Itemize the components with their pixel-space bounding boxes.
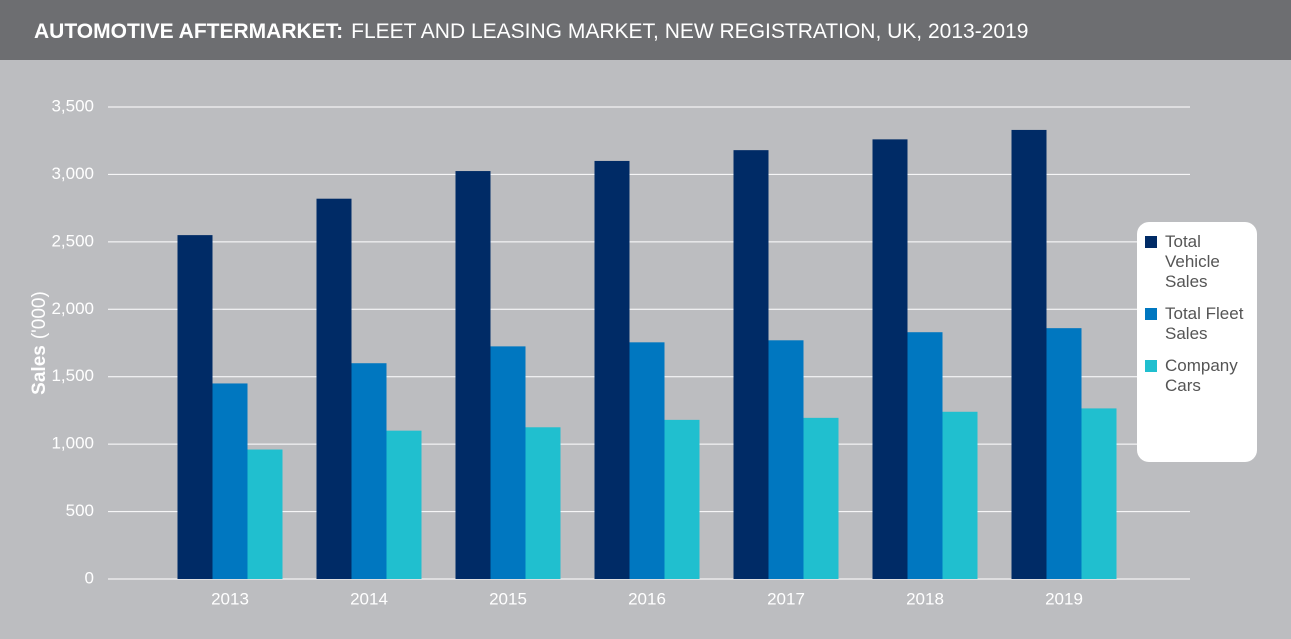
bar [872, 139, 908, 579]
legend-swatch [1145, 236, 1157, 248]
y-label-main: Sales [29, 345, 50, 395]
y-tick-label: 500 [66, 501, 94, 520]
legend-label: Company Cars [1165, 356, 1238, 395]
chart-title: AUTOMOTIVE AFTERMARKET: [34, 20, 343, 43]
bar [594, 160, 630, 579]
y-axis-label: Sales ('000) [29, 291, 50, 395]
bar [803, 417, 839, 579]
y-tick-label: 3,500 [51, 96, 94, 115]
bar [664, 419, 700, 579]
bar [351, 363, 387, 579]
bar [942, 411, 978, 579]
x-tick-label: 2014 [350, 589, 388, 608]
bar [316, 198, 352, 579]
bar [490, 346, 526, 579]
bar [455, 171, 491, 580]
x-tick-label: 2015 [489, 589, 527, 608]
bar [1046, 328, 1082, 579]
x-tick-label: 2016 [628, 589, 666, 608]
bar [1081, 408, 1117, 579]
bar [733, 150, 769, 579]
header-bar [0, 0, 1291, 60]
chart-title-wrap: AUTOMOTIVE AFTERMARKET: FLEET AND LEASING… [34, 20, 1028, 43]
x-tick-label: 2013 [211, 589, 249, 608]
y-tick-label: 1,000 [51, 434, 94, 453]
chart-subtitle: FLEET AND LEASING MARKET, NEW REGISTRATI… [351, 20, 1028, 43]
legend: Total Vehicle Sales Total Fleet Sales Comp… [1137, 222, 1257, 462]
legend-swatch [1145, 308, 1157, 320]
x-tick-label: 2018 [906, 589, 944, 608]
legend-swatch [1145, 360, 1157, 372]
bar [212, 383, 248, 579]
legend-label: Total Vehicle Sales [1165, 232, 1220, 291]
legend-item: Total Vehicle Sales [1145, 232, 1253, 292]
bar [1011, 129, 1047, 579]
legend-item: Company Cars [1145, 356, 1253, 396]
y-tick-label: 3,000 [51, 164, 94, 183]
x-tick-label: 2017 [767, 589, 805, 608]
y-tick-label: 2,000 [51, 299, 94, 318]
y-tick-label: 2,500 [51, 231, 94, 250]
legend-label: Total Fleet Sales [1165, 304, 1244, 343]
bar [177, 235, 213, 579]
bar [247, 449, 283, 579]
y-tick-label: 1,500 [51, 366, 94, 385]
bar [386, 430, 422, 579]
y-label-unit: ('000) [29, 291, 50, 339]
legend-item: Total Fleet Sales [1145, 304, 1253, 344]
bar [768, 340, 804, 579]
bar [525, 427, 561, 579]
y-tick-label: 0 [85, 568, 94, 587]
bar [907, 332, 943, 579]
x-tick-label: 2019 [1045, 589, 1083, 608]
bar [629, 342, 665, 579]
